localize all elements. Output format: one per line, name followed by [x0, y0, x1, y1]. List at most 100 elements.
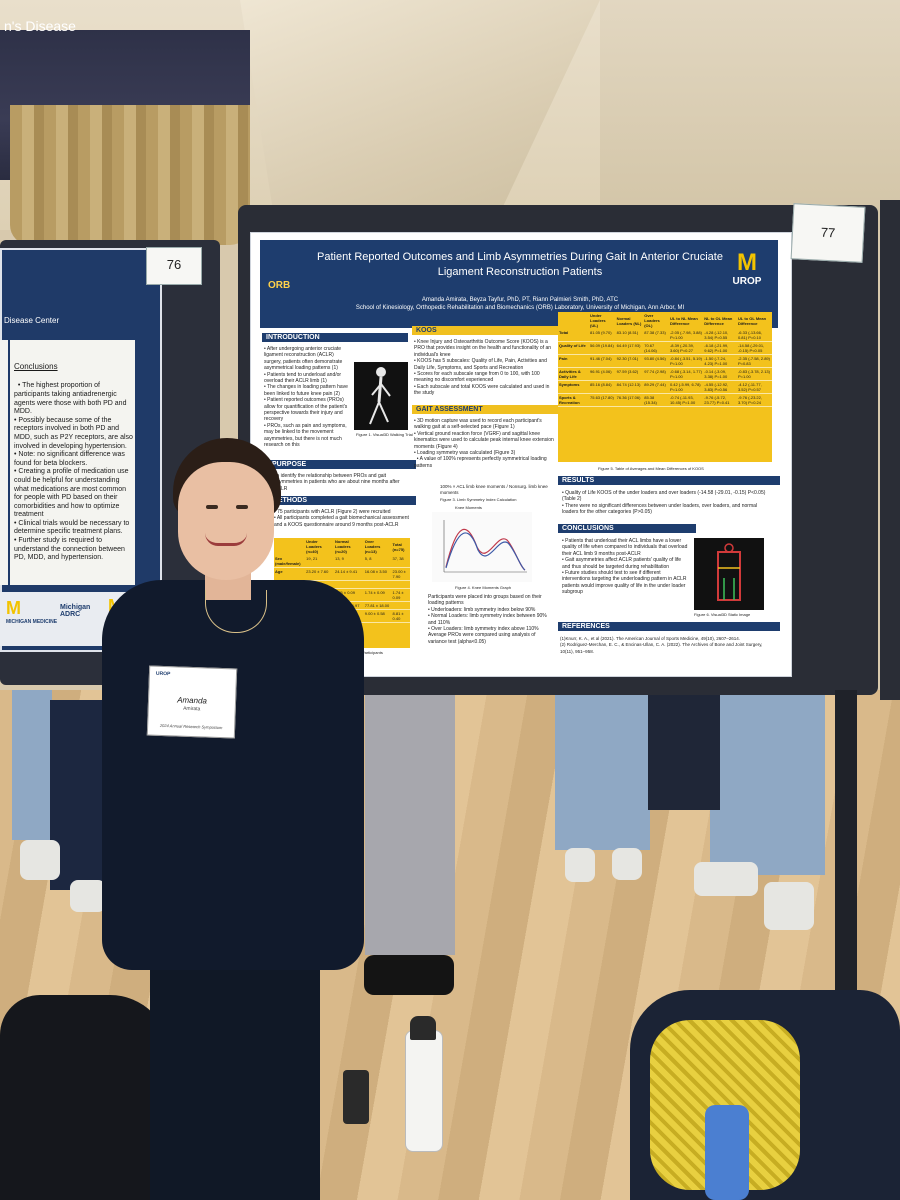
koos-table-row: Pain 91.46 (7.04) 92.30 (7.01) 93.80 (4.56)…: [558, 354, 772, 368]
phone: [343, 1070, 369, 1124]
urop-label: UROP: [732, 276, 762, 287]
koos-table-header-row: Under Loaders (UL) Normal Loaders (NL) Ove…: [558, 312, 772, 329]
koos-table-cell: -4.55 (-12.92, 3.83) P=0.56: [703, 380, 737, 394]
visitor-legs: [710, 695, 825, 875]
participants-table-header-cell: Under Loaders (n=40): [306, 539, 322, 554]
orb-lab-logo: ORB: [268, 280, 291, 291]
blue-water-bottle: [705, 1105, 749, 1200]
participants-table-cell: [333, 580, 364, 589]
loading-groups-text: Participants were placed into groups bas…: [428, 594, 547, 645]
koos-table-cell: -0.68 (-3.14, 1.77) P=1.00: [668, 367, 704, 381]
koos-table-cell: -8.39 (-20.39, 3.60) P=0.27: [668, 341, 704, 355]
participants-table-cell: Age: [274, 567, 306, 581]
block-m-icon: M: [6, 598, 21, 618]
poster-number-card-77: 77: [790, 203, 866, 263]
participants-table-cell: 77.81 ± 18.00: [363, 601, 392, 610]
koos-table-cell: Symptoms: [558, 380, 590, 394]
koos-table-cell: -0.74 (-11.93, 10.45) P=1.00: [668, 393, 704, 407]
koos-table-cell: -0.84 (-3.51, 5.19) P=1.00: [668, 354, 704, 368]
participants-table-cell: 16.08 ± 3.50: [363, 567, 392, 581]
koos-table-cell: -6.33 (-13.66, 0.81) P=0.10: [736, 329, 772, 342]
koos-table-header-cell: Normal Loaders (NL): [616, 315, 642, 326]
visitor-skirt: [365, 685, 455, 955]
participants-table-row: Age 23.20 ± 7.60 24.14 ± 9.41 16.08 ± 3.50 2…: [274, 567, 410, 581]
koos-table-cell: Pain: [558, 354, 590, 368]
koos-averages-table: Under Loaders (UL) Normal Loaders (NL) Ove…: [558, 312, 772, 462]
participants-table-cell: [391, 601, 410, 610]
koos-table-header-cell: NL to OL Mean Difference: [704, 315, 733, 326]
koos-table-cell: 97.74 (2.98): [643, 367, 669, 381]
koos-table-cell: -2.35 (-7.58, 2.89) P=0.83: [736, 354, 772, 368]
koos-table-cell: 85.38 (15.34): [643, 393, 669, 407]
left-poster-center: Disease Center: [4, 316, 60, 325]
participants-table-cell: 37, 38: [391, 555, 410, 568]
koos-table-cell: -6.18 (-21.99, 9.62) P=1.00: [703, 341, 737, 355]
participants-table-header-cell: Over Loaders (n=13): [364, 539, 381, 554]
koos-table-cell: 91.46 (7.04): [589, 354, 616, 368]
person-sweater: [102, 580, 364, 970]
participants-table-cell: 23.00 ± 7.90: [391, 567, 410, 581]
koos-table-row: Quality of Life 56.09 (19.84) 64.49 (17.93…: [558, 341, 772, 355]
right-poster-board: [880, 200, 900, 700]
static-image-figure: [694, 538, 764, 610]
visitor-shoe: [565, 848, 595, 882]
figure-1-caption: Figure 1. Visual3D Walking Trial: [356, 432, 413, 437]
poster-authors: Amanda Amirata, Beyza Tayfur, PhD, PT, R…: [300, 296, 740, 312]
symmetry-formula: 100% × ACL limb knee moments / Nonsurg. …: [440, 484, 550, 496]
koos-table-cell: 75.63 (17.80): [589, 393, 616, 407]
koos-table-cell: Sports & Recreation: [558, 393, 590, 407]
participants-table-cell: 8.81 ± 0.40: [391, 609, 410, 623]
methods-heading: METHODS: [268, 496, 416, 505]
koos-table-header-cell: UL to OL Mean Difference: [737, 315, 767, 326]
koos-averages-grid: Under Loaders (UL) Normal Loaders (NL) Ove…: [558, 312, 772, 407]
koos-table-cell: -1.50 (-7.24, 4.23) P=1.00: [703, 354, 737, 368]
knee-moments-label: Knee Moments: [455, 505, 482, 510]
person-left-eye: [206, 505, 218, 509]
participants-table-cell: 24.14 ± 9.41: [333, 567, 364, 581]
person-trousers: [150, 940, 320, 1200]
conclusions-heading: CONCLUSIONS: [558, 524, 696, 533]
visitor-legs: [12, 690, 52, 840]
koos-table-cell: 87.38 (7.33): [643, 329, 669, 342]
introduction-heading: INTRODUCTION: [262, 333, 408, 342]
left-poster-conclusions-title: Conclusions: [14, 362, 58, 372]
left-poster-conclusions: Conclusions • The highest proportion of …: [14, 346, 134, 563]
visitor-shoe: [20, 840, 60, 880]
knee-moments-plot: [443, 520, 527, 573]
participants-table-cell: [363, 580, 392, 589]
koos-table-cell: 70.67 (14.06): [643, 341, 669, 355]
visitor-legs: [648, 690, 720, 810]
participants-table-cell: 9.00 ± 0.58: [363, 609, 392, 623]
results-heading: RESULTS: [558, 476, 780, 485]
figure-4-caption: Figure 4. Knee Moments Graph: [455, 585, 512, 590]
figure-3-caption: Figure 3. Limb Symmetry Index Calculatio…: [440, 497, 517, 502]
participants-table-row: Sex (male/female) 19, 21 13, 9 5, 8 37, 38: [274, 555, 410, 568]
walking-trial-figure: [354, 362, 408, 430]
participants-table-cell: 1.74 ± 0.09: [391, 588, 410, 602]
dark-coat: [0, 995, 170, 1200]
koos-table-cell: -0.83 (-3.78, 2.13) P=1.00: [736, 367, 772, 381]
knee-moments-graph: [432, 512, 532, 582]
koos-table-row: Total 81.05 (9.70) 83.10 (8.51) 87.38 (7.33…: [558, 329, 772, 342]
koos-table-cell: -4.12 (-11.77, 3.52) P=0.57: [736, 380, 772, 394]
participants-table-cell: 1.74 ± 0.09: [363, 588, 392, 602]
results-text: • Quality of Life KOOS of the under load…: [562, 490, 766, 516]
left-poster-title: n's Disease: [4, 18, 76, 34]
person-smile: [205, 533, 247, 546]
koos-table-cell: -14.58 (-29.01, -0.15) P<0.05: [736, 341, 772, 355]
poster-author-list: Amanda Amirata, Beyza Tayfur, PhD, PT, R…: [421, 297, 619, 303]
curtain-valance: [10, 105, 250, 245]
koos-text: • Knee Injury and Osteoarthritis Outcome…: [414, 339, 552, 397]
left-poster-conclusions-text: • The highest proportion of participants…: [14, 382, 133, 562]
left-poster-conclusions-box: [10, 340, 135, 585]
conclusions-text: • Patients that underload their ACL limb…: [562, 538, 688, 596]
figure-5-caption: Figure 5. Table of Averages and Mean Dif…: [598, 466, 704, 471]
visitor-shoe: [612, 848, 642, 880]
name-tag: UROP Amanda Amirata 2024 Annual Research…: [146, 665, 238, 739]
koos-table-row: Symptoms 85.16 (8.84) 84.74 (12.13) 89.29 (…: [558, 380, 772, 394]
participants-table-cell: 5, 8: [363, 555, 392, 568]
koos-table-cell: 92.30 (7.01): [615, 354, 644, 368]
koos-table-row: Activities & Daily Life 96.91 (4.06) 97.59…: [558, 367, 772, 381]
participants-table-header-cell: [274, 538, 305, 555]
michigan-adrc-logo: Michigan ADRC: [60, 604, 91, 618]
